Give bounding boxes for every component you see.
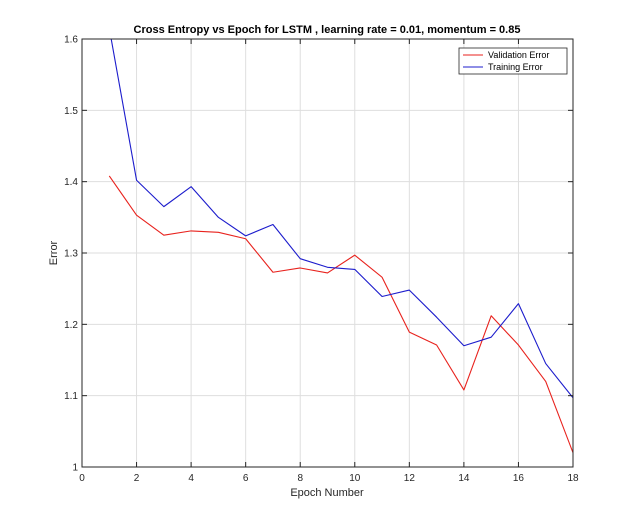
x-tick-label: 10 [349,473,361,484]
tick-labels: 0 2 4 6 8 10 12 14 16 18 1 1.1 1.2 1.3 1.4 1.5 1.6 [64,35,579,485]
series-lines [108,39,573,453]
series-line-training-error [110,39,573,399]
y-tick-label: 1.1 [64,391,78,402]
axis-ticks [81,38,574,468]
series-line-validation-error [108,175,573,453]
x-tick-label: 12 [404,473,416,484]
x-tick-label: 2 [134,473,140,484]
y-tick-label: 1.4 [64,177,78,188]
x-tick-label: 0 [79,473,85,484]
x-tick-label: 4 [188,473,194,484]
legend-label-validation-error: Validation Error [488,50,549,60]
x-axis-title: Epoch Number [290,487,364,499]
y-tick-label: 1.3 [64,249,78,260]
x-tick-label: 8 [297,473,303,484]
x-tick-label: 14 [458,473,470,484]
x-tick-label: 16 [513,473,525,484]
x-tick-label: 18 [567,473,579,484]
chart-title: Cross Entropy vs Epoch for LSTM , learni… [134,24,521,36]
legend-box [458,47,568,75]
y-tick-label: 1 [72,463,78,474]
y-tick-label: 1.6 [64,35,78,46]
legend: Validation Error Training Error [458,47,568,75]
x-tick-label: 6 [243,473,249,484]
y-axis-title: Error [48,240,60,265]
y-tick-label: 1.5 [64,106,78,117]
legend-label-training-error: Training Error [488,62,543,72]
y-tick-label: 1.2 [64,320,78,331]
